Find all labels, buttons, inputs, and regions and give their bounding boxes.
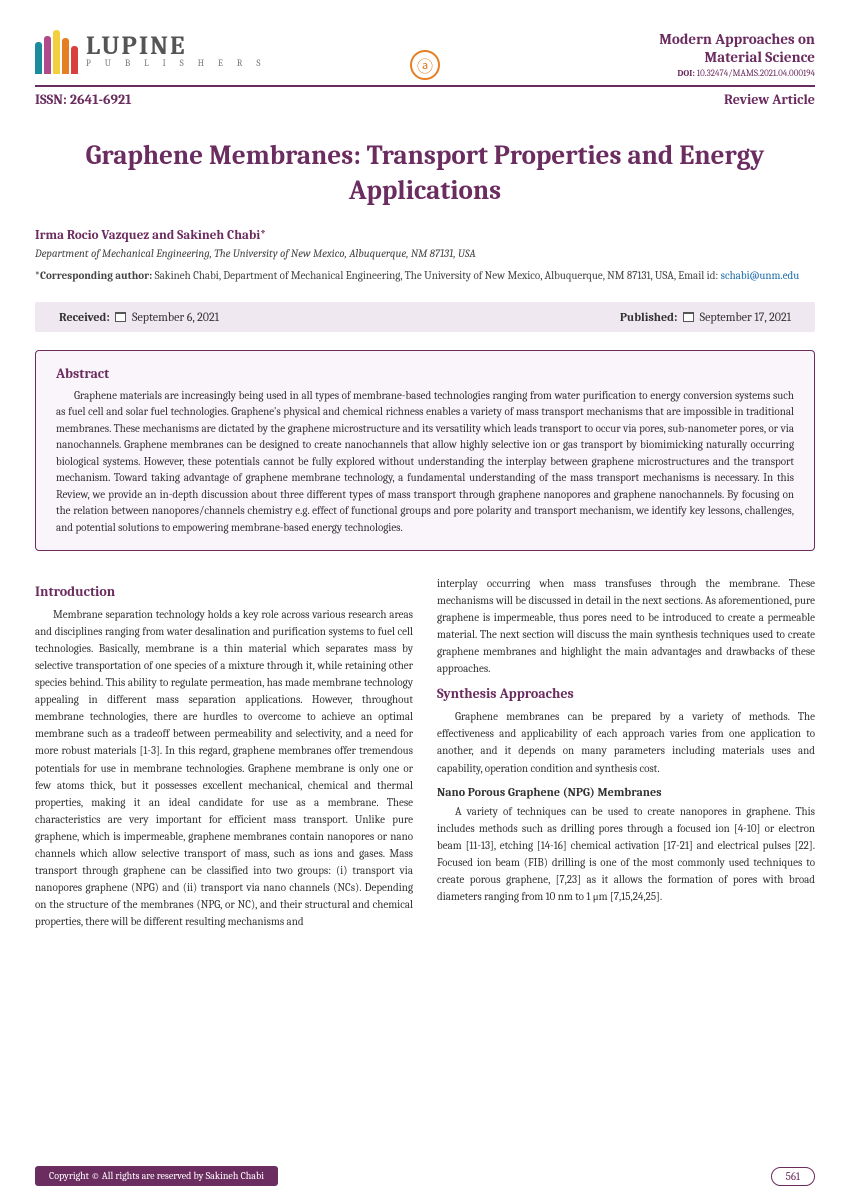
doi: DOI: 10.32474/MAMS.2021.04.000194: [659, 69, 815, 79]
column-right: interplay occurring when mass transfuses…: [437, 575, 815, 930]
introduction-continued: interplay occurring when mass transfuses…: [437, 575, 815, 677]
abstract-text: Graphene materials are increasingly bein…: [56, 388, 794, 537]
introduction-text: Membrane separation technology holds a k…: [35, 606, 413, 930]
corresponding-author: *Corresponding author: Sakineh Chabi, De…: [35, 268, 815, 283]
open-access-icon: ⓐ: [410, 50, 440, 80]
abstract-heading: Abstract: [56, 365, 794, 382]
affiliation: Department of Mechanical Engineering, Th…: [35, 247, 815, 260]
copyright: Copyright © All rights are reserved by S…: [35, 1166, 278, 1186]
calendar-icon: [115, 312, 126, 322]
synthesis-text: Graphene membranes can be prepared by a …: [437, 708, 815, 776]
publisher-logo: LUPINE P U B L I S H E R S: [35, 30, 266, 74]
footer: Copyright © All rights are reserved by S…: [35, 1166, 815, 1186]
logo-icon: [35, 30, 78, 74]
page-number: 561: [771, 1167, 815, 1186]
column-left: Introduction Membrane separation technol…: [35, 575, 413, 930]
npg-heading: Nano Porous Graphene (NPG) Membranes: [437, 785, 815, 799]
email-link[interactable]: schabi@unm.edu: [721, 269, 800, 282]
article-type: Review Article: [724, 91, 815, 108]
synthesis-heading: Synthesis Approaches: [437, 685, 815, 702]
dates-bar: Received: September 6, 2021 Published: S…: [35, 302, 815, 332]
npg-text: A variety of techniques can be used to c…: [437, 803, 815, 905]
abstract-box: Abstract Graphene materials are increasi…: [35, 350, 815, 552]
publisher-name: LUPINE: [86, 35, 266, 58]
publisher-tagline: P U B L I S H E R S: [86, 59, 266, 69]
issn: ISSN: 2641-6921: [35, 91, 132, 108]
introduction-heading: Introduction: [35, 583, 413, 600]
article-title: Graphene Membranes: Transport Properties…: [55, 138, 795, 208]
journal-name: Modern Approaches onMaterial Science: [659, 30, 815, 66]
authors: Irma Rocio Vazquez and Sakineh Chabi*: [35, 228, 815, 243]
calendar-icon: [683, 312, 694, 322]
